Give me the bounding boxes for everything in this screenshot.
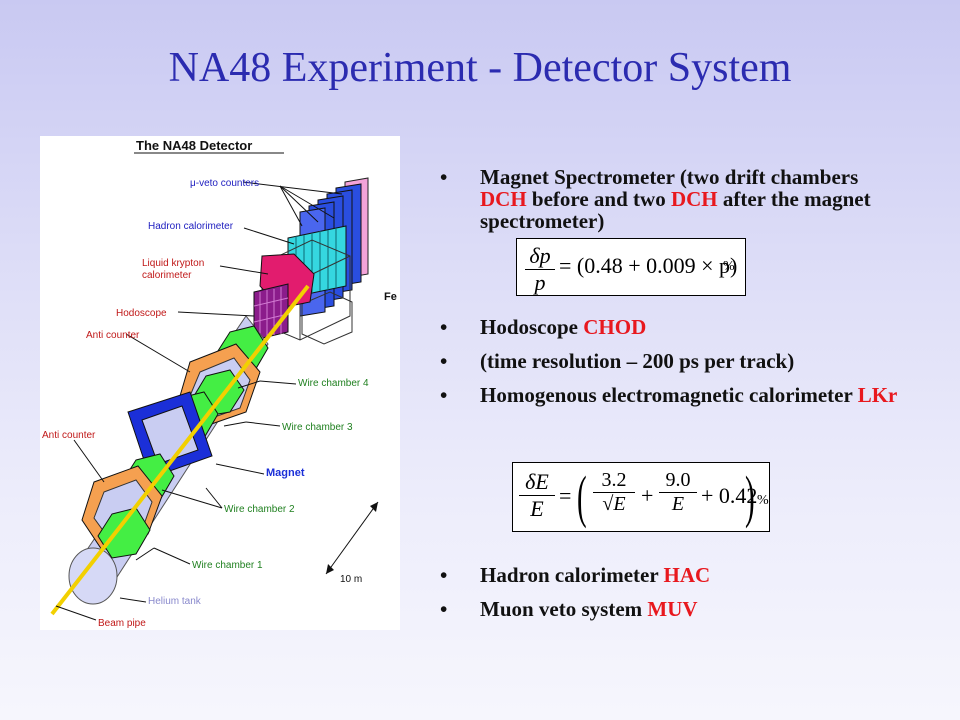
bullet-marker: • — [440, 165, 448, 189]
label-scale: 10 m — [340, 574, 362, 585]
formula2-lhs-fraction: δE E — [519, 469, 555, 522]
label-anti-counter-1: Anti counter — [86, 330, 140, 341]
label-helium-tank: Helium tank — [148, 596, 202, 607]
bullet-marker: • — [440, 383, 448, 407]
label-lkr-2: calorimeter — [142, 270, 192, 281]
label-wire-chamber-3: Wire chamber 3 — [282, 422, 353, 433]
formula2-term2: 9.0 E — [659, 469, 697, 516]
label-hadron-calorimeter: Hadron calorimeter — [148, 221, 234, 232]
bullet-time-resolution: • (time resolution – 200 ps per track) — [440, 349, 795, 373]
scale-arrow — [325, 501, 379, 575]
label-wire-chamber-2: Wire chamber 2 — [224, 504, 295, 515]
bullet-muon-veto: • Muon veto system MUV — [440, 597, 698, 621]
label-fe: Fe — [384, 291, 397, 303]
formula2-term1: 3.2 √E — [593, 469, 635, 516]
bullet-magnet-spectrometer: • Magnet Spectrometer (two drift chamber… — [440, 165, 871, 233]
label-wire-chamber-1: Wire chamber 1 — [192, 560, 263, 571]
formula2-unit: % — [757, 493, 769, 508]
bullet-marker: • — [440, 563, 448, 587]
label-magnet: Magnet — [266, 467, 305, 479]
detector-diagram: The NA48 Detector — [40, 136, 400, 630]
bullet-marker: • — [440, 349, 448, 373]
page-title: NA48 Experiment - Detector System — [168, 45, 792, 91]
diagram-heading: The NA48 Detector — [136, 138, 252, 153]
label-mu-veto: μ-veto counters — [190, 178, 259, 189]
momentum-resolution-formula: δp p = (0.48 + 0.009 × p) % — [516, 238, 746, 296]
formula1-unit: % — [723, 259, 735, 274]
bullet-hodoscope: • Hodoscope CHOD — [440, 315, 647, 339]
bullet-hadron-calorimeter: • Hadron calorimeter HAC — [440, 563, 711, 587]
label-anti-counter-2: Anti counter — [42, 430, 96, 441]
formula1-rhs: = (0.48 + 0.009 × p) — [559, 253, 738, 278]
formula2-tail: + 0.42 — [701, 483, 758, 508]
energy-resolution-formula: δE E = ( 3.2 √E + 9.0 E + 0.42 ) % — [512, 462, 770, 532]
bullet-lkr: • Homogenous electromagnetic calorimeter… — [440, 383, 898, 407]
label-lkr-1: Liquid krypton — [142, 258, 204, 269]
bullet-marker: • — [440, 597, 448, 621]
label-beam-pipe: Beam pipe — [98, 618, 146, 629]
formula2-equals: = — [559, 483, 572, 508]
formula2-left-paren: ( — [577, 464, 587, 529]
label-wire-chamber-4: Wire chamber 4 — [298, 378, 369, 389]
leader-lines — [55, 181, 343, 621]
label-hodoscope: Hodoscope — [116, 308, 167, 319]
formula2-plus: + — [641, 483, 654, 508]
formula2-right-paren: ) — [745, 464, 755, 529]
formula1-fraction: δp p — [525, 243, 555, 296]
bullet-marker: • — [440, 315, 448, 339]
beam-pipe — [50, 284, 310, 616]
